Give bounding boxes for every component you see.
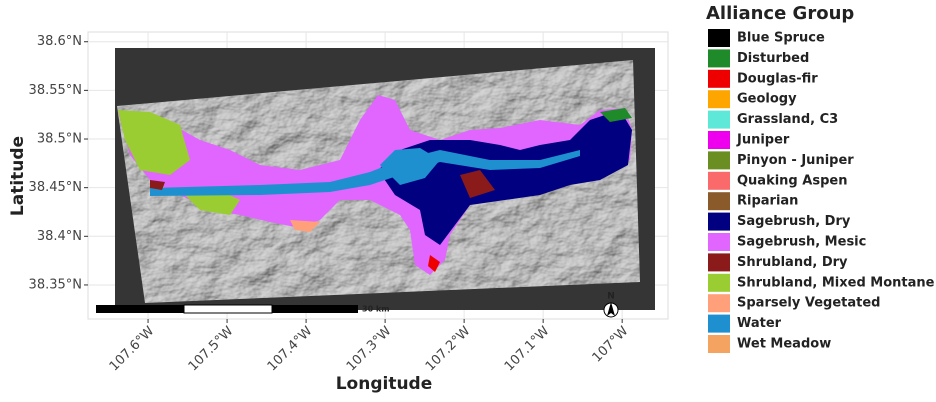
legend-label: Douglas-fir: [737, 71, 818, 86]
y-tick-label: 38.5°N: [37, 132, 82, 147]
class-area: [460, 170, 495, 198]
x-tick-label: 107.2°W: [423, 324, 474, 375]
y-tick-label: 38.6°N: [37, 34, 82, 49]
legend-label: Geology: [737, 92, 797, 107]
legend-label: Pinyon - Juniper: [737, 153, 854, 168]
y-tick-label: 38.45°N: [29, 180, 82, 195]
legend-label: Disturbed: [737, 51, 809, 66]
legend-label: Sparsely Vegetated: [737, 296, 880, 311]
legend-swatch: [708, 233, 730, 251]
north-label: N: [607, 292, 615, 302]
vegetation-classes: [118, 95, 632, 275]
legend-swatch: [708, 335, 730, 353]
legend-swatch: [708, 294, 730, 313]
scale-bar: 30 km: [96, 304, 390, 314]
x-tick-label: 107.6°W: [107, 324, 158, 375]
legend-swatch: [708, 90, 730, 109]
legend-label: Riparian: [737, 194, 798, 209]
class-area: [428, 255, 440, 272]
legend-swatch: [708, 151, 730, 170]
legend-label: Shrubland, Dry: [737, 255, 848, 270]
legend-label: Grassland, C3: [737, 112, 838, 127]
legend-swatch: [708, 69, 730, 88]
north-pointer: [607, 302, 615, 316]
class-area: [378, 110, 632, 245]
x-tick-label: 107°W: [590, 324, 632, 366]
class-area: [600, 108, 632, 122]
legend-swatch: [708, 192, 730, 211]
x-tick-label: 107.4°W: [265, 324, 316, 375]
legend-label: Sagebrush, Mesic: [737, 235, 866, 250]
class-area: [150, 180, 165, 190]
legend-swatch: [708, 131, 730, 149]
legend-swatch: [708, 171, 730, 190]
x-tick-label: 107.5°W: [186, 324, 237, 375]
class-area: [290, 220, 320, 232]
class-area: [150, 150, 580, 196]
legend-label: Sagebrush, Dry: [737, 214, 851, 229]
legend-label: Water: [737, 316, 782, 331]
y-tick-label: 38.4°N: [37, 229, 82, 244]
class-area: [118, 110, 190, 175]
x-tick-label: 107.3°W: [344, 324, 395, 375]
legend-title: Alliance Group: [706, 3, 854, 24]
legend-label: Blue Spruce: [737, 31, 825, 46]
class-area: [380, 148, 440, 185]
legend-swatch: [708, 253, 730, 272]
y-axis-title: Latitude: [8, 136, 28, 216]
legend-swatch: [708, 29, 730, 47]
y-tick-label: 38.55°N: [29, 83, 82, 98]
north-arrow: N: [603, 292, 619, 318]
x-axis-title: Longitude: [336, 374, 433, 394]
scale-segment: [96, 305, 184, 313]
legend-label: Shrubland, Mixed Montane: [737, 275, 935, 290]
scale-segment: [183, 304, 273, 314]
legend-swatch: [708, 273, 730, 292]
legend-label: Juniper: [736, 133, 790, 148]
class-area: [118, 95, 632, 275]
legend-swatch: [708, 314, 730, 333]
y-tick-label: 38.35°N: [29, 277, 82, 292]
scale-label: 30 km: [362, 305, 390, 314]
legend-swatch: [708, 110, 730, 129]
legend-swatch: [708, 212, 730, 231]
legend-label: Wet Meadow: [737, 337, 831, 352]
legend-label: Quaking Aspen: [737, 173, 847, 188]
legend-swatch: [708, 49, 730, 68]
scale-segment: [272, 305, 358, 313]
x-tick-label: 107.1°W: [502, 324, 553, 375]
